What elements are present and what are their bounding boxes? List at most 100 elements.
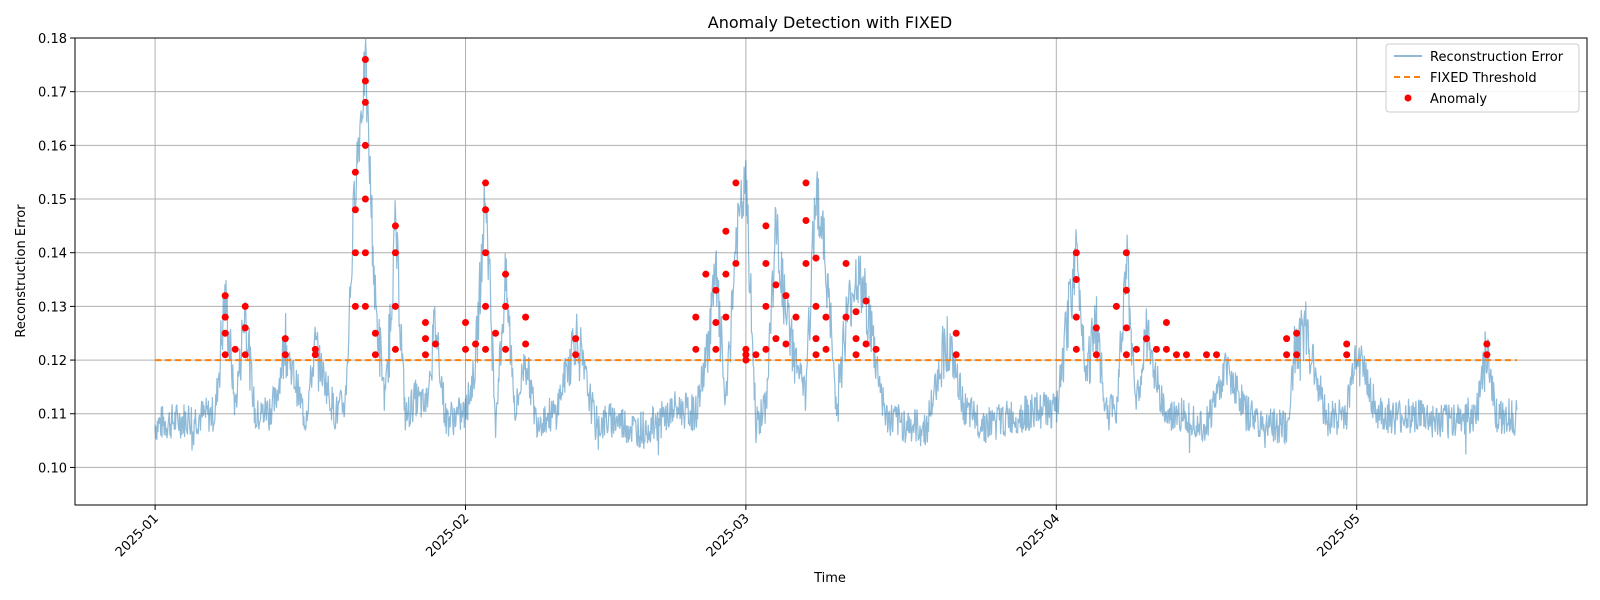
anomaly-point <box>1293 351 1301 359</box>
anomaly-point <box>762 259 770 267</box>
anomaly-point <box>802 179 810 187</box>
anomaly-point <box>281 335 289 343</box>
anomaly-point <box>872 345 880 353</box>
anomaly-point <box>361 141 369 149</box>
anomaly-point <box>782 292 790 300</box>
reconstruction-error-line <box>154 38 1518 456</box>
reconstruction-error-path <box>154 38 1518 456</box>
anomaly-points <box>221 55 1491 364</box>
anomaly-point <box>712 286 720 294</box>
anomaly-point <box>361 249 369 257</box>
anomaly-point <box>421 335 429 343</box>
anomaly-point <box>732 179 740 187</box>
anomaly-point <box>1142 335 1150 343</box>
anomaly-point <box>812 335 820 343</box>
x-axis-title: Time <box>813 571 846 586</box>
anomaly-point <box>1483 340 1491 348</box>
anomaly-point <box>241 302 249 310</box>
legend-label-reconstruction-error: Reconstruction Error <box>1430 50 1564 65</box>
anomaly-point <box>421 351 429 359</box>
anomaly-point <box>1162 318 1170 326</box>
anomaly-point <box>1122 286 1130 294</box>
anomaly-point <box>361 77 369 85</box>
anomaly-point <box>522 313 530 321</box>
anomaly-point <box>482 302 490 310</box>
anomaly-point <box>1072 345 1080 353</box>
anomaly-point <box>462 345 470 353</box>
y-tick-label: 0.16 <box>38 139 67 154</box>
anomaly-point <box>361 302 369 310</box>
anomaly-point <box>822 345 830 353</box>
anomaly-point <box>732 259 740 267</box>
anomaly-point <box>572 335 580 343</box>
anomaly-point <box>802 259 810 267</box>
anomaly-point <box>1092 351 1100 359</box>
anomaly-point <box>1202 351 1210 359</box>
anomaly-point <box>1092 324 1100 332</box>
legend-label-anomaly: Anomaly <box>1430 92 1487 107</box>
anomaly-point <box>281 351 289 359</box>
anomaly-point <box>762 222 770 230</box>
y-tick-label: 0.11 <box>38 408 67 423</box>
y-tick-label: 0.12 <box>38 354 67 369</box>
anomaly-point <box>311 345 319 353</box>
anomaly-point <box>862 297 870 305</box>
anomaly-point <box>1072 249 1080 257</box>
anomaly-point <box>1293 329 1301 337</box>
anomaly-point <box>351 206 359 214</box>
anomaly-point <box>371 329 379 337</box>
plot-area-frame <box>74 37 1588 506</box>
anomaly-point <box>812 351 820 359</box>
anomaly-point <box>241 324 249 332</box>
anomaly-point <box>361 55 369 63</box>
anomaly-point <box>752 351 760 359</box>
anomaly-point <box>391 222 399 230</box>
anomaly-point <box>722 227 730 235</box>
legend-label-threshold: FIXED Threshold <box>1430 71 1537 86</box>
anomaly-point <box>391 345 399 353</box>
y-axis-ticks: 0.10 0.11 0.12 0.13 0.14 0.15 0.16 0.17 0.18 <box>38 32 75 476</box>
anomaly-point <box>952 351 960 359</box>
anomaly-point <box>221 313 229 321</box>
anomaly-point <box>351 249 359 257</box>
anomaly-point <box>852 335 860 343</box>
anomaly-point <box>391 249 399 257</box>
anomaly-point <box>472 340 480 348</box>
anomaly-point <box>762 345 770 353</box>
y-tick-label: 0.10 <box>38 461 67 476</box>
anomaly-point <box>1213 351 1221 359</box>
anomaly-point <box>482 249 490 257</box>
legend-box <box>1385 43 1580 113</box>
anomaly-point <box>722 270 730 278</box>
anomaly-point <box>572 351 580 359</box>
anomaly-point <box>1172 351 1180 359</box>
anomaly-point <box>1122 324 1130 332</box>
anomaly-point <box>482 345 490 353</box>
anomaly-point <box>712 318 720 326</box>
y-tick-label: 0.14 <box>38 247 67 262</box>
anomaly-point <box>812 254 820 262</box>
anomaly-point <box>712 345 720 353</box>
anomaly-point <box>462 318 470 326</box>
anomaly-point <box>221 351 229 359</box>
anomaly-point <box>692 313 700 321</box>
anomaly-point <box>361 195 369 203</box>
anomaly-point <box>502 345 510 353</box>
anomaly-point <box>502 270 510 278</box>
anomaly-point <box>1152 345 1160 353</box>
legend: Reconstruction Error FIXED Threshold Ano… <box>1385 43 1580 113</box>
anomaly-point <box>802 217 810 225</box>
anomaly-point <box>431 340 439 348</box>
anomaly-point <box>482 206 490 214</box>
y-axis-title: Reconstruction Error <box>14 204 29 338</box>
anomaly-point <box>421 318 429 326</box>
anomaly-point <box>772 335 780 343</box>
anomaly-point <box>852 351 860 359</box>
anomaly-point <box>391 302 399 310</box>
anomaly-point <box>742 345 750 353</box>
anomaly-point <box>702 270 710 278</box>
anomaly-point <box>722 313 730 321</box>
anomaly-point <box>782 340 790 348</box>
